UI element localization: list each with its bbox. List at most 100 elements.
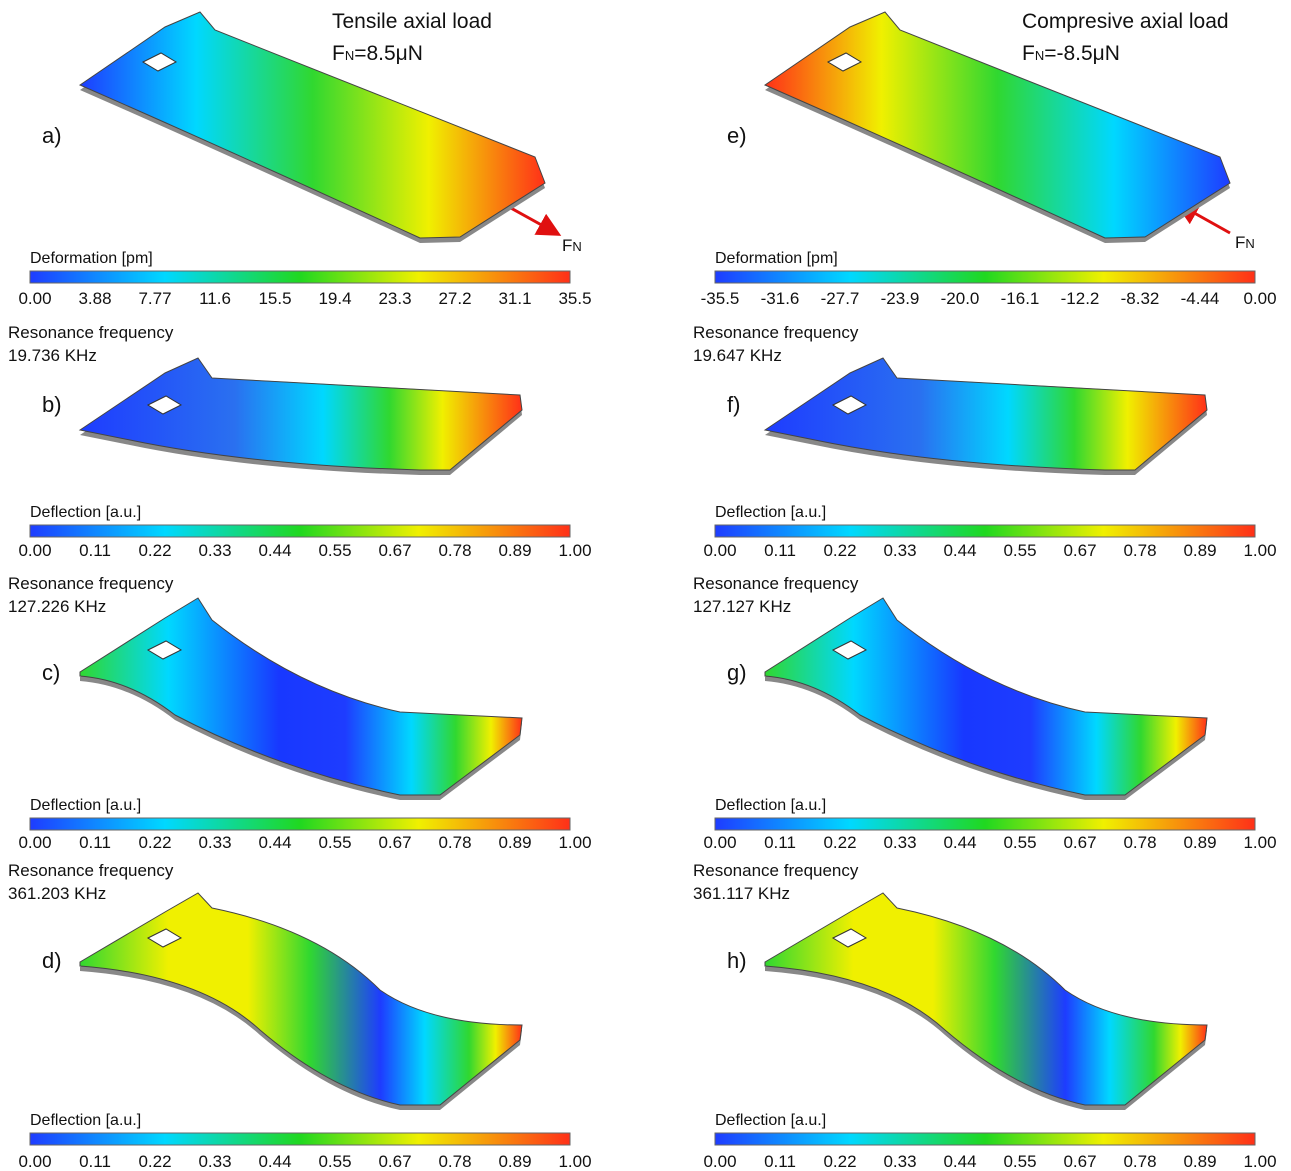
plate-surface bbox=[765, 358, 1207, 470]
plate bbox=[765, 358, 1207, 475]
plate-surface bbox=[765, 12, 1230, 238]
plate bbox=[80, 893, 522, 1110]
colorbar-tick-label: 0.44 bbox=[258, 1152, 291, 1171]
colorbar-tick-label: 0.67 bbox=[378, 541, 411, 560]
force-symbol: F bbox=[1022, 42, 1035, 65]
colorbar bbox=[715, 1133, 1255, 1145]
colorbar bbox=[30, 818, 570, 830]
colorbar-tick-label: 0.55 bbox=[318, 1152, 351, 1171]
force-value: =-8.5μN bbox=[1044, 42, 1120, 65]
colorbar-tick-label: 1.00 bbox=[558, 541, 591, 560]
colorbar-tick-label: 0.44 bbox=[258, 541, 291, 560]
colorbar-tick-label: 7.77 bbox=[138, 289, 171, 308]
colorbar-tick-label: -4.44 bbox=[1181, 289, 1220, 308]
colorbar-tick-label: 0.00 bbox=[18, 289, 51, 308]
plate-surface bbox=[80, 893, 522, 1105]
colorbar-tick-label: 0.78 bbox=[1123, 541, 1156, 560]
colorbar-tick-label: 0.33 bbox=[883, 541, 916, 560]
colorbar-tick-label: -12.2 bbox=[1061, 289, 1100, 308]
colorbar-tick-label: 0.67 bbox=[378, 833, 411, 852]
colorbar-title: Deflection [a.u.] bbox=[715, 504, 826, 521]
colorbar-tick-label: 0.22 bbox=[823, 833, 856, 852]
heading-force: FN=-8.5μN bbox=[1022, 42, 1120, 65]
colorbar-title: Deflection [a.u.] bbox=[715, 1112, 826, 1129]
colorbar-tick-label: 0.89 bbox=[498, 541, 531, 560]
colorbar-tick-label: 31.1 bbox=[498, 289, 531, 308]
heading-title: Compresive axial load bbox=[1022, 10, 1229, 33]
colorbar-tick-label: 0.44 bbox=[943, 541, 976, 560]
colorbar-tick-label: 0.55 bbox=[318, 541, 351, 560]
heading-title: Tensile axial load bbox=[332, 10, 492, 33]
colorbar-tick-label: 0.78 bbox=[1123, 1152, 1156, 1171]
colorbar-tick-label: 0.33 bbox=[198, 541, 231, 560]
colorbar bbox=[715, 818, 1255, 830]
colorbar-tick-label: 0.11 bbox=[79, 1152, 111, 1171]
panel-label: f) bbox=[727, 392, 740, 417]
colorbar-tick-label: 1.00 bbox=[558, 833, 591, 852]
resonance-label: Resonance frequency bbox=[8, 574, 174, 593]
colorbar-tick-label: 1.00 bbox=[558, 1152, 591, 1171]
colorbar-tick-label: 3.88 bbox=[78, 289, 111, 308]
heading-force: FN=8.5μN bbox=[332, 42, 423, 65]
resonance-label: Resonance frequency bbox=[693, 323, 859, 342]
colorbar-tick-label: 0.55 bbox=[1003, 833, 1036, 852]
colorbar-tick-label: 35.5 bbox=[558, 289, 591, 308]
colorbar-tick-label: 0.78 bbox=[438, 541, 471, 560]
arrow-label: FN bbox=[1235, 233, 1255, 252]
colorbar-tick-label: -20.0 bbox=[941, 289, 980, 308]
resonance-label: Resonance frequency bbox=[8, 861, 174, 880]
colorbar-tick-label: 0.11 bbox=[79, 833, 111, 852]
colorbar-tick-label: 0.78 bbox=[1123, 833, 1156, 852]
plate-surface bbox=[80, 598, 522, 795]
force-subscript: N bbox=[1035, 48, 1044, 63]
colorbar-title: Deflection [a.u.] bbox=[715, 797, 826, 814]
page: {"columns": [ {"heading": {"title": "Ten… bbox=[0, 0, 1291, 1171]
colorbar-title: Deflection [a.u.] bbox=[30, 504, 141, 521]
colorbar-tick-label: -35.5 bbox=[701, 289, 740, 308]
colorbar-tick-label: 0.55 bbox=[1003, 541, 1036, 560]
colorbar-tick-label: 0.44 bbox=[943, 1152, 976, 1171]
colorbar-tick-label: 0.11 bbox=[764, 1152, 796, 1171]
colorbar-title: Deflection [a.u.] bbox=[30, 1112, 141, 1129]
colorbar-tick-label: 0.89 bbox=[1183, 541, 1216, 560]
colorbar-tick-label: 0.67 bbox=[1063, 541, 1096, 560]
colorbar-tick-label: 1.00 bbox=[1243, 833, 1276, 852]
colorbar-tick-label: 0.44 bbox=[258, 833, 291, 852]
panel-label: e) bbox=[727, 123, 747, 148]
panel-label: h) bbox=[727, 948, 747, 973]
colorbar bbox=[30, 525, 570, 537]
panel-label: b) bbox=[42, 392, 62, 417]
colorbar bbox=[715, 525, 1255, 537]
figure: Tensile axial loadFN=8.5μNFNa)Deformatio… bbox=[0, 0, 1291, 1171]
colorbar-tick-label: 1.00 bbox=[1243, 1152, 1276, 1171]
colorbar-tick-label: 0.22 bbox=[823, 1152, 856, 1171]
colorbar-tick-label: 19.4 bbox=[318, 289, 351, 308]
colorbar-tick-label: 0.00 bbox=[18, 541, 51, 560]
colorbar-tick-label: 0.22 bbox=[823, 541, 856, 560]
colorbar-tick-label: -16.1 bbox=[1001, 289, 1040, 308]
colorbar-tick-label: 0.11 bbox=[79, 541, 111, 560]
colorbar-tick-label: 0.00 bbox=[18, 833, 51, 852]
force-subscript: N bbox=[345, 48, 354, 63]
colorbar-tick-label: 0.55 bbox=[318, 833, 351, 852]
colorbar-tick-label: -23.9 bbox=[881, 289, 920, 308]
plate bbox=[80, 12, 545, 243]
colorbar-tick-label: 0.22 bbox=[138, 833, 171, 852]
colorbar-tick-label: 0.11 bbox=[764, 541, 796, 560]
colorbar-tick-label: 0.22 bbox=[138, 1152, 171, 1171]
resonance-value: 19.736 KHz bbox=[8, 346, 97, 365]
plate-surface bbox=[80, 12, 545, 238]
force-symbol: F bbox=[332, 42, 345, 65]
colorbar-tick-label: 0.89 bbox=[1183, 1152, 1216, 1171]
force-subscript: N bbox=[572, 239, 581, 254]
colorbar bbox=[30, 1133, 570, 1145]
colorbar-tick-label: 0.33 bbox=[883, 1152, 916, 1171]
resonance-value: 19.647 KHz bbox=[693, 346, 782, 365]
plate bbox=[765, 598, 1207, 800]
colorbar-tick-label: 0.22 bbox=[138, 541, 171, 560]
colorbar-tick-label: 0.67 bbox=[378, 1152, 411, 1171]
colorbar-tick-label: -8.32 bbox=[1121, 289, 1160, 308]
colorbar-title: Deformation [pm] bbox=[30, 250, 153, 267]
plate bbox=[765, 12, 1230, 243]
plate bbox=[765, 893, 1207, 1110]
